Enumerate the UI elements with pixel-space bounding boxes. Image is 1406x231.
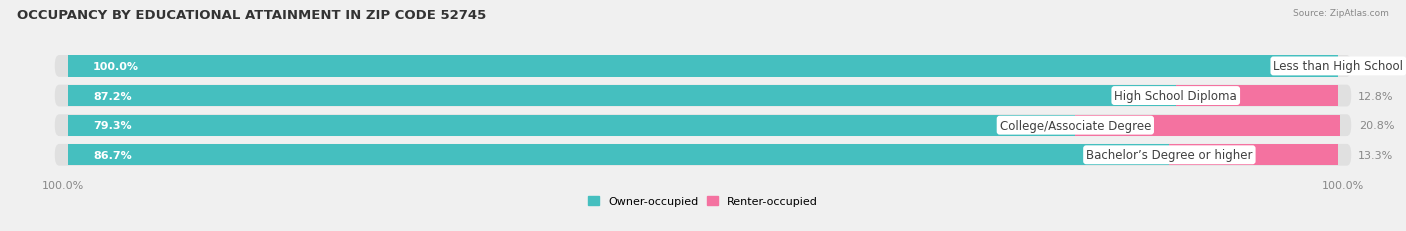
Bar — [67, 145, 1170, 166]
Bar — [67, 56, 1339, 77]
Text: OCCUPANCY BY EDUCATIONAL ATTAINMENT IN ZIP CODE 52745: OCCUPANCY BY EDUCATIONAL ATTAINMENT IN Z… — [17, 9, 486, 22]
Text: 100.0%: 100.0% — [93, 62, 139, 72]
Bar — [1175, 85, 1339, 107]
Text: 79.3%: 79.3% — [93, 121, 132, 131]
Text: Source: ZipAtlas.com: Source: ZipAtlas.com — [1294, 9, 1389, 18]
Text: 20.8%: 20.8% — [1358, 121, 1395, 131]
Text: Less than High School: Less than High School — [1274, 60, 1403, 73]
Text: High School Diploma: High School Diploma — [1115, 90, 1237, 103]
FancyBboxPatch shape — [55, 115, 1351, 137]
FancyBboxPatch shape — [55, 56, 1351, 77]
Text: 87.2%: 87.2% — [93, 91, 132, 101]
Text: College/Associate Degree: College/Associate Degree — [1000, 119, 1152, 132]
Bar — [1076, 115, 1340, 136]
FancyBboxPatch shape — [55, 144, 1351, 166]
Text: 86.7%: 86.7% — [93, 150, 132, 160]
Bar — [1170, 145, 1339, 166]
Bar — [67, 85, 1175, 107]
Text: 100.0%: 100.0% — [1322, 180, 1364, 190]
Text: 100.0%: 100.0% — [42, 180, 84, 190]
Legend: Owner-occupied, Renter-occupied: Owner-occupied, Renter-occupied — [583, 191, 823, 211]
FancyBboxPatch shape — [55, 85, 1351, 107]
Text: 13.3%: 13.3% — [1357, 150, 1393, 160]
Text: 12.8%: 12.8% — [1357, 91, 1393, 101]
Bar — [67, 115, 1076, 136]
Text: 0.0%: 0.0% — [1357, 62, 1386, 72]
Text: Bachelor’s Degree or higher: Bachelor’s Degree or higher — [1087, 149, 1253, 162]
